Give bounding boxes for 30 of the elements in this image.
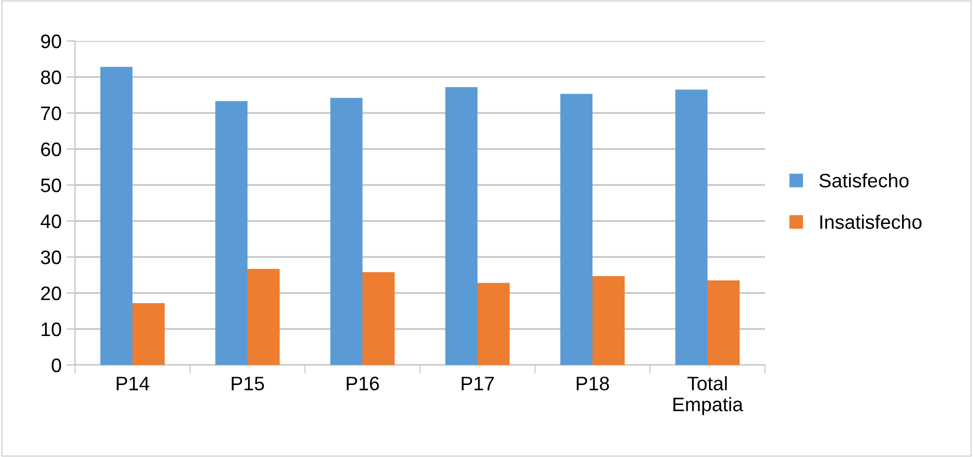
x-tick-label: Total Empatia <box>673 376 744 416</box>
bar <box>478 282 510 365</box>
x-tick-label: P16 <box>346 376 379 390</box>
x-tick-label: P14 <box>116 376 150 390</box>
bar <box>132 303 165 365</box>
bar <box>560 94 592 365</box>
legend-label: Satisfecho <box>819 173 909 188</box>
y-tick-label: 70 <box>41 106 62 120</box>
x-tick-label: P15 <box>232 376 264 390</box>
y-tick-label: 50 <box>40 178 62 192</box>
bar <box>592 276 625 365</box>
legend-label: Insatisfecho <box>820 214 922 229</box>
y-tick-label: 10 <box>42 322 62 336</box>
bar <box>215 101 248 365</box>
y-tick-label: 80 <box>41 70 62 84</box>
bar <box>330 98 362 365</box>
y-tick-label: 0 <box>52 358 62 372</box>
bar <box>708 280 740 365</box>
y-tick-label: 90 <box>41 34 62 48</box>
y-tick-label: 60 <box>41 142 62 156</box>
bar <box>362 272 395 365</box>
bar <box>675 90 708 365</box>
bar <box>445 87 478 365</box>
bar <box>100 66 132 365</box>
x-tick-label: P18 <box>576 376 609 390</box>
y-tick-label: 40 <box>40 214 62 228</box>
bar <box>248 268 280 365</box>
x-tick-label: P17 <box>462 376 494 390</box>
y-tick-label: 30 <box>40 250 62 264</box>
y-tick-label: 20 <box>41 286 62 300</box>
